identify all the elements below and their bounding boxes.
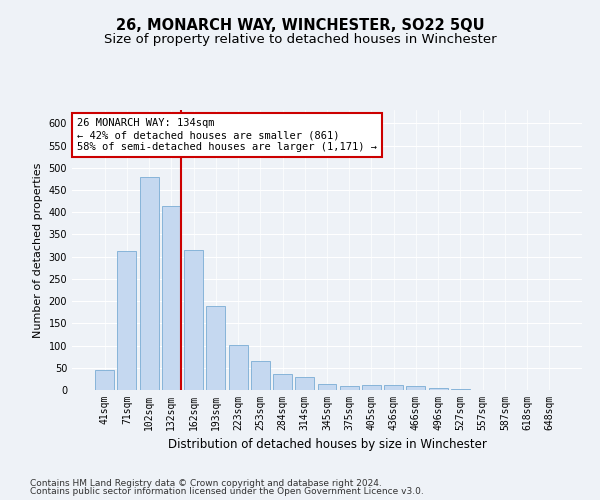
- Bar: [340, 386, 359, 390]
- Bar: [162, 206, 181, 390]
- Bar: [384, 384, 403, 390]
- Text: 26 MONARCH WAY: 134sqm
← 42% of detached houses are smaller (861)
58% of semi-de: 26 MONARCH WAY: 134sqm ← 42% of detached…: [77, 118, 377, 152]
- Bar: [295, 376, 314, 390]
- Bar: [140, 176, 158, 390]
- Text: Size of property relative to detached houses in Winchester: Size of property relative to detached ho…: [104, 32, 496, 46]
- Bar: [451, 388, 470, 390]
- Text: Contains HM Land Registry data © Crown copyright and database right 2024.: Contains HM Land Registry data © Crown c…: [30, 478, 382, 488]
- Bar: [317, 384, 337, 390]
- Bar: [229, 344, 248, 390]
- Bar: [206, 306, 225, 390]
- Bar: [406, 386, 425, 390]
- Bar: [184, 250, 203, 390]
- Bar: [362, 384, 381, 390]
- Y-axis label: Number of detached properties: Number of detached properties: [33, 162, 43, 338]
- Bar: [429, 388, 448, 390]
- Bar: [251, 361, 270, 390]
- X-axis label: Distribution of detached houses by size in Winchester: Distribution of detached houses by size …: [167, 438, 487, 452]
- Bar: [118, 252, 136, 390]
- Bar: [273, 374, 292, 390]
- Bar: [95, 370, 114, 390]
- Text: Contains public sector information licensed under the Open Government Licence v3: Contains public sector information licen…: [30, 487, 424, 496]
- Text: 26, MONARCH WAY, WINCHESTER, SO22 5QU: 26, MONARCH WAY, WINCHESTER, SO22 5QU: [116, 18, 484, 32]
